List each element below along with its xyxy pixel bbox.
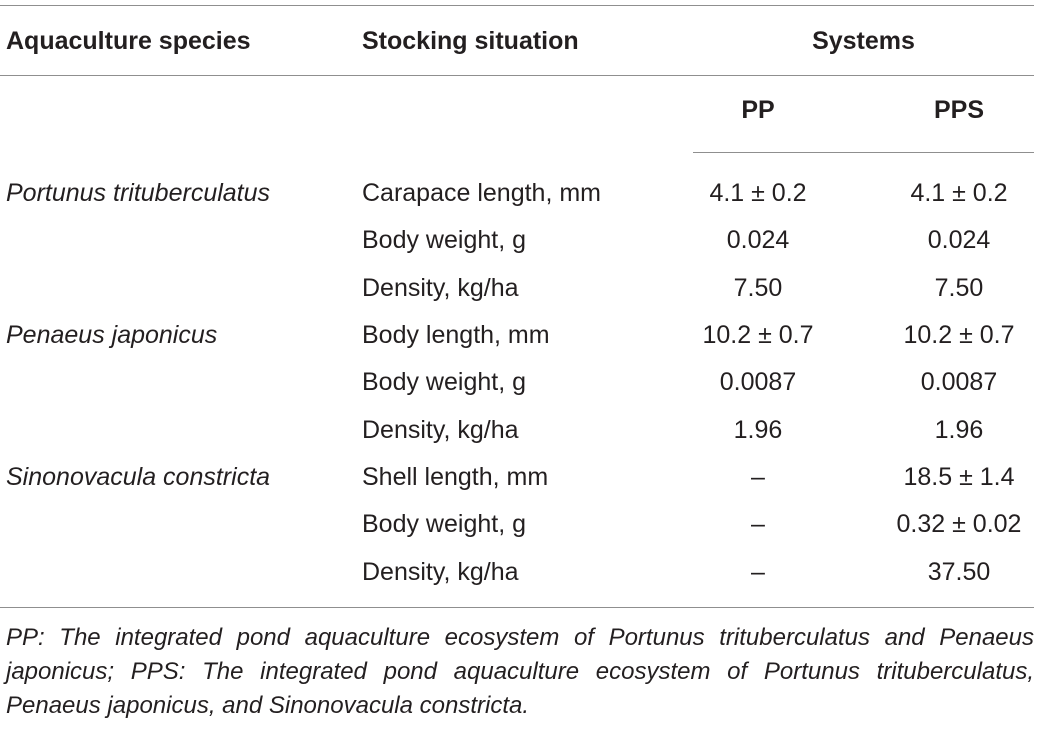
- pp-value-cell: 7.50: [733, 274, 783, 302]
- pp-value-cell: –: [751, 510, 765, 538]
- table-footnote: PP: The integrated pond aquaculture ecos…: [6, 624, 1034, 719]
- species-cell: Penaeus japonicus: [6, 321, 218, 349]
- parameter-cell: Body weight, g: [362, 226, 526, 254]
- pp-value-cell: 0.024: [726, 226, 790, 254]
- table-row: Sinonovacula constricta Shell length, mm…: [0, 454, 1041, 501]
- pp-value-cell: 10.2 ± 0.7: [702, 321, 814, 349]
- pp-value-cell: 4.1 ± 0.2: [709, 179, 807, 207]
- pps-value-cell: 4.1 ± 0.2: [910, 179, 1008, 207]
- subheader-pps: PPS: [933, 96, 985, 124]
- species-cell: Portunus trituberculatus: [6, 179, 271, 207]
- column-header-systems: Systems: [812, 27, 915, 55]
- pps-value-cell: 18.5 ± 1.4: [903, 463, 1015, 491]
- pps-value-cell: 0.024: [927, 226, 991, 254]
- column-header-stocking: Stocking situation: [362, 27, 579, 55]
- parameter-cell: Density, kg/ha: [362, 558, 519, 586]
- parameter-cell: Density, kg/ha: [362, 416, 519, 444]
- parameter-cell: Carapace length, mm: [362, 179, 602, 207]
- parameter-cell: Shell length, mm: [362, 463, 549, 491]
- parameter-cell: Body weight, g: [362, 368, 526, 396]
- species-cell: Sinonovacula constricta: [6, 463, 271, 491]
- table-row: Body weight, g 0.024 0.024: [0, 217, 1041, 264]
- pps-value-cell: 37.50: [927, 558, 991, 586]
- pps-value-cell: 0.0087: [920, 368, 998, 396]
- pps-value-cell: 0.32 ± 0.02: [896, 510, 1022, 538]
- table-bottom-rule: [0, 607, 1034, 608]
- pp-value-cell: –: [751, 463, 765, 491]
- systems-subheader-rule: [693, 152, 1034, 153]
- pp-value-cell: –: [751, 558, 765, 586]
- table-row: Portunus trituberculatus Carapace length…: [0, 170, 1041, 217]
- parameter-cell: Body length, mm: [362, 321, 550, 349]
- parameter-cell: Density, kg/ha: [362, 274, 519, 302]
- table-row: Penaeus japonicus Body length, mm 10.2 ±…: [0, 312, 1041, 359]
- pps-value-cell: 7.50: [934, 274, 984, 302]
- pp-value-cell: 1.96: [733, 416, 783, 444]
- table-row: Density, kg/ha 7.50 7.50: [0, 265, 1041, 312]
- subheader-pp: PP: [741, 96, 775, 124]
- table-row: Density, kg/ha 1.96 1.96: [0, 407, 1041, 454]
- pp-value-cell: 0.0087: [719, 368, 797, 396]
- header-bottom-rule: [0, 75, 1034, 76]
- parameter-cell: Body weight, g: [362, 510, 526, 538]
- pps-value-cell: 10.2 ± 0.7: [903, 321, 1015, 349]
- table-row: Body weight, g 0.0087 0.0087: [0, 359, 1041, 406]
- pps-value-cell: 1.96: [934, 416, 984, 444]
- table-top-rule: [0, 5, 1034, 6]
- table-row: Body weight, g – 0.32 ± 0.02: [0, 501, 1041, 548]
- table-row: Density, kg/ha – 37.50: [0, 549, 1041, 596]
- column-header-species: Aquaculture species: [6, 27, 251, 55]
